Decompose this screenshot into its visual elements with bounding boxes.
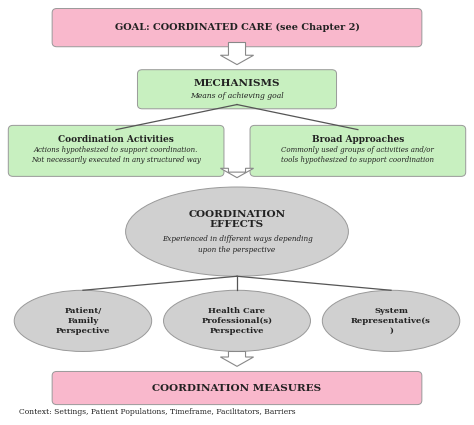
FancyBboxPatch shape <box>52 8 422 47</box>
Ellipse shape <box>14 290 152 351</box>
Text: MECHANISMS: MECHANISMS <box>194 79 280 88</box>
Text: COORDINATION MEASURES: COORDINATION MEASURES <box>153 383 321 393</box>
Ellipse shape <box>164 290 310 351</box>
Text: Experienced in different ways depending
upon the perspective: Experienced in different ways depending … <box>162 235 312 254</box>
Text: Patient/
Family
Perspective: Patient/ Family Perspective <box>56 307 110 334</box>
Text: Context: Settings, Patient Populations, Timeframe, Facilitators, Barriers: Context: Settings, Patient Populations, … <box>19 408 296 416</box>
Polygon shape <box>220 168 254 178</box>
FancyBboxPatch shape <box>250 125 465 176</box>
Text: Actions hypothesized to support coordination.
Not necessarily executed in any st: Actions hypothesized to support coordina… <box>31 146 201 164</box>
Polygon shape <box>220 42 254 65</box>
Ellipse shape <box>322 290 460 351</box>
Text: Commonly used groups of activities and/or
tools hypothesized to support coordina: Commonly used groups of activities and/o… <box>282 146 434 164</box>
Text: Means of achieving goal: Means of achieving goal <box>190 92 284 100</box>
FancyBboxPatch shape <box>8 125 224 176</box>
FancyBboxPatch shape <box>137 70 337 109</box>
Text: Health Care
Professional(s)
Perspective: Health Care Professional(s) Perspective <box>201 307 273 334</box>
Text: Broad Approaches: Broad Approaches <box>312 135 404 144</box>
Ellipse shape <box>126 187 348 276</box>
Polygon shape <box>220 351 254 366</box>
Text: COORDINATION
EFFECTS: COORDINATION EFFECTS <box>189 210 285 230</box>
Text: System
Representative(s
): System Representative(s ) <box>351 307 431 334</box>
FancyBboxPatch shape <box>52 371 422 405</box>
Text: GOAL: COORDINATED CARE (see Chapter 2): GOAL: COORDINATED CARE (see Chapter 2) <box>115 23 359 32</box>
Text: Coordination Activities: Coordination Activities <box>58 135 174 144</box>
